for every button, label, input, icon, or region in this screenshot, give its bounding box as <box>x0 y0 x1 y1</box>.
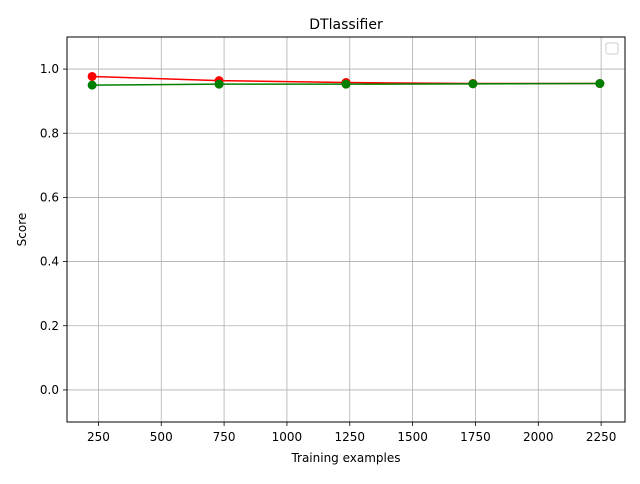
y-tick-label: 0.6 <box>40 190 59 204</box>
series-2-point <box>214 79 224 89</box>
x-tick-label: 1500 <box>397 430 428 444</box>
series-2-point <box>87 80 97 90</box>
y-axis-label: Score <box>15 213 29 247</box>
y-tick-label: 0.2 <box>40 319 59 333</box>
y-tick-label: 0.4 <box>40 255 59 269</box>
axes-frame <box>66 36 626 423</box>
y-tick-label: 0.0 <box>40 383 59 397</box>
y-tick-label: 0.8 <box>40 126 59 140</box>
legend-box <box>605 42 619 55</box>
x-tick-label: 1750 <box>460 430 491 444</box>
grid-layer <box>67 37 625 422</box>
series-2-point <box>341 79 351 89</box>
series-1-point <box>87 71 97 81</box>
x-tick-label: 1250 <box>334 430 365 444</box>
series-layer <box>87 71 605 90</box>
x-tick-label: 750 <box>213 430 236 444</box>
x-tick-label: 2000 <box>523 430 554 444</box>
x-tick-label: 1000 <box>272 430 303 444</box>
x-axis-label: Training examples <box>290 451 400 465</box>
tick-layer: 250 500 750 1000 1250 1500 1750 2000 2250 0.0 0.2 0… <box>40 62 616 444</box>
x-tick-label: 2250 <box>586 430 617 444</box>
x-tick-label: 250 <box>87 430 110 444</box>
chart-title: DTlassifier <box>309 17 383 33</box>
y-tick-label: 1.0 <box>40 62 59 76</box>
x-tick-label: 500 <box>150 430 173 444</box>
series-2-point <box>468 79 478 89</box>
series-2-point <box>595 79 605 89</box>
